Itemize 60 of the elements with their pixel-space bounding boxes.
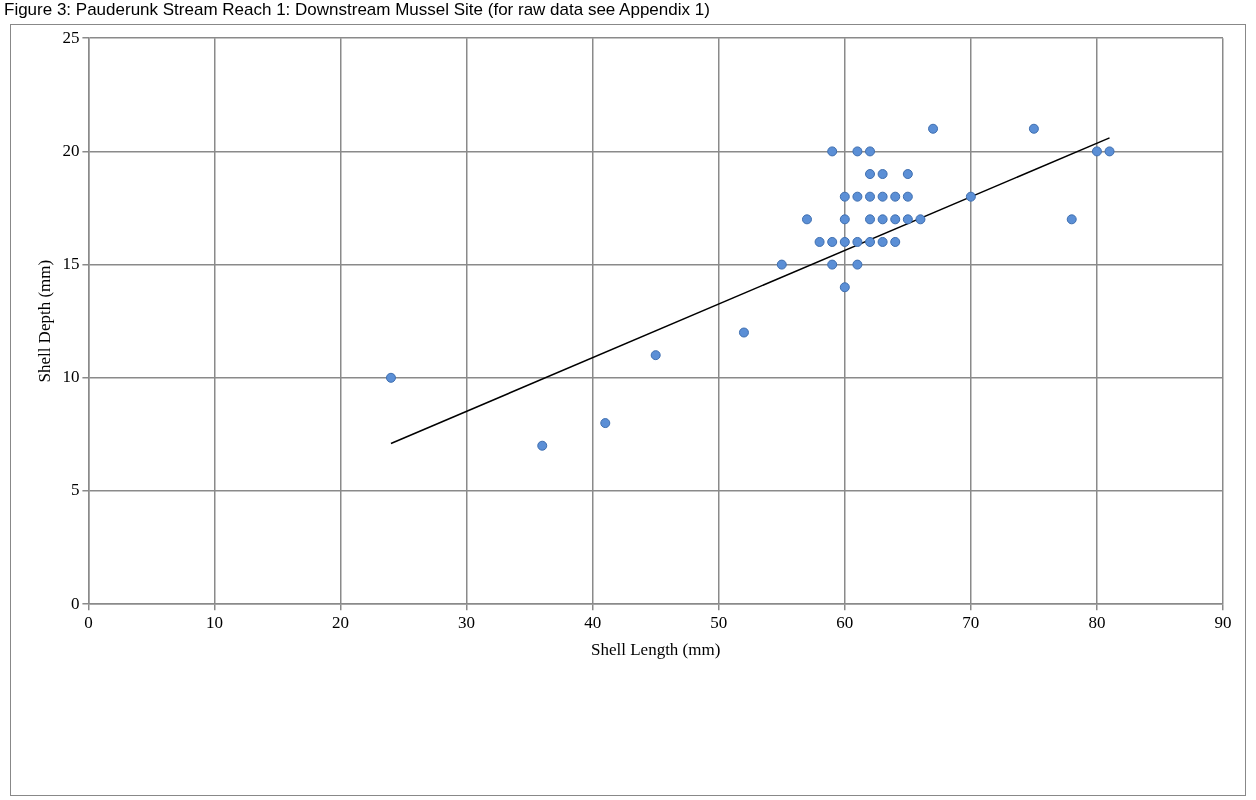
point <box>877 191 888 202</box>
point <box>827 146 838 157</box>
point <box>776 259 787 270</box>
y-tick-label: 0 <box>70 593 80 613</box>
x-tick-label: 70 <box>962 612 980 632</box>
x-tick-label: 80 <box>1088 612 1106 632</box>
x-tick-label: 30 <box>458 612 476 632</box>
point <box>865 214 876 225</box>
point <box>902 214 913 225</box>
point <box>1091 146 1102 157</box>
x-tick-label: 40 <box>584 612 602 632</box>
x-tick-label: 0 <box>84 612 93 632</box>
x-tick-label: 90 <box>1214 612 1232 632</box>
point <box>650 350 661 361</box>
x-tick-label: 20 <box>332 612 350 632</box>
point <box>915 214 926 225</box>
x-tick-label: 10 <box>205 612 223 632</box>
point <box>839 191 850 202</box>
y-axis-title: Shell Depth (mm) <box>34 259 54 383</box>
point <box>865 169 876 180</box>
point <box>801 214 812 225</box>
point <box>814 236 825 247</box>
x-tick-label: 50 <box>710 612 728 632</box>
point <box>385 372 396 383</box>
point <box>839 236 850 247</box>
point <box>928 123 939 134</box>
y-tick-label: 20 <box>62 140 80 160</box>
point <box>902 191 913 202</box>
point <box>827 259 838 270</box>
point <box>1066 214 1077 225</box>
point <box>852 259 863 270</box>
point <box>852 191 863 202</box>
y-tick-label: 5 <box>70 480 80 500</box>
point <box>852 236 863 247</box>
point <box>865 236 876 247</box>
y-tick-label: 10 <box>62 367 80 387</box>
point <box>865 146 876 157</box>
point <box>902 169 913 180</box>
point <box>877 236 888 247</box>
x-axis-title: Shell Length (mm) <box>591 640 721 660</box>
point <box>839 282 850 293</box>
point <box>852 146 863 157</box>
point <box>890 236 901 247</box>
point <box>738 327 749 338</box>
point <box>1028 123 1039 134</box>
y-tick-label: 15 <box>62 254 80 274</box>
point <box>877 214 888 225</box>
point <box>865 191 876 202</box>
point <box>600 418 611 429</box>
y-tick-label: 25 <box>62 27 80 47</box>
x-tick-label: 60 <box>836 612 854 632</box>
point <box>1104 146 1115 157</box>
point <box>890 214 901 225</box>
point <box>537 440 548 451</box>
point <box>827 236 838 247</box>
point <box>839 214 850 225</box>
point <box>877 169 888 180</box>
point <box>965 191 976 202</box>
chart-title: Figure 3: Pauderunk Stream Reach 1: Downstream Mussel Site (for raw data see Appendix 1) <box>4 0 710 20</box>
point <box>890 191 901 202</box>
